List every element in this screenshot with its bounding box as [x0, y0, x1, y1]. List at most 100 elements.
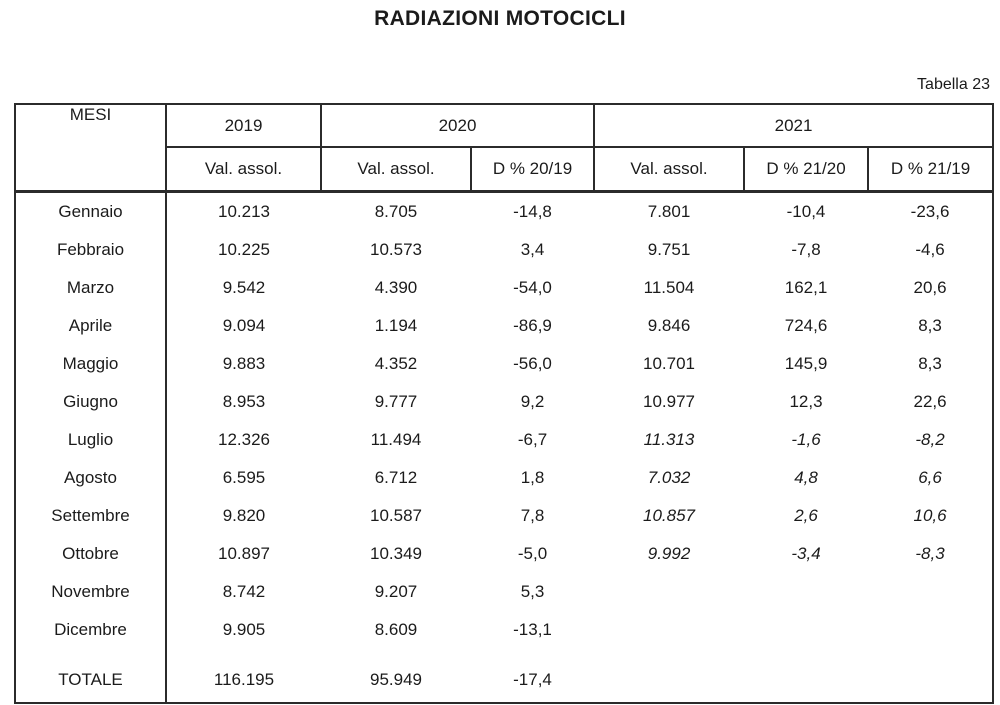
month-cell: Febbraio — [15, 231, 167, 269]
value-cell: 10.701 — [643, 354, 696, 373]
value-cell: 724,6 — [784, 316, 828, 335]
subheader-delta-21-19: D % 21/19 — [867, 147, 995, 193]
value-cell: 10.225 — [218, 240, 270, 259]
value-cell: -7,8 — [791, 240, 821, 259]
value-cell: 1.194 — [374, 316, 418, 335]
value-cell: 7,8 — [520, 506, 545, 525]
value-cell — [594, 573, 744, 611]
value-cell: 10.349 — [370, 544, 422, 563]
value-cell: 9.777 — [374, 392, 418, 411]
value-cell: 8.742 — [222, 582, 266, 601]
value-cell: 145,9 — [784, 354, 828, 373]
month-cell: Giugno — [15, 383, 167, 421]
table-row: Marzo 9.542 4.390 -54,0 11.504 162,1 20,6 — [15, 269, 993, 307]
value-cell — [594, 649, 744, 703]
value-cell: 9.820 — [222, 506, 266, 525]
table-row: Febbraio 10.225 10.573 3,4 9.751 -7,8 -4,6 — [15, 231, 993, 269]
year-header-2020: 2020 — [319, 104, 596, 148]
table-row: Ottobre 10.897 10.349 -5,0 9.992 -3,4 -8,3 — [15, 535, 993, 573]
value-cell: 6,6 — [918, 468, 942, 487]
year-header-row: MESI 2019 2020 2021 — [15, 104, 995, 193]
value-cell — [868, 573, 993, 611]
value-cell — [744, 611, 868, 649]
table-body: Gennaio 10.213 8.705 -14,8 7.801 -10,4 -23,6 Fe… — [15, 191, 993, 703]
value-cell: 10,6 — [913, 506, 947, 525]
value-cell: 10.857 — [643, 506, 696, 525]
value-cell: 22,6 — [913, 392, 947, 411]
value-cell: 10.587 — [370, 506, 422, 525]
value-cell: -1,6 — [791, 430, 821, 449]
table-row: Novembre 8.742 9.207 5,3 — [15, 573, 993, 611]
value-cell: 8.953 — [222, 392, 266, 411]
value-cell: 8,3 — [918, 354, 942, 373]
value-cell: 95.949 — [370, 670, 422, 689]
value-cell: 9.992 — [647, 544, 691, 563]
month-cell: Dicembre — [15, 611, 167, 649]
value-cell: 9.905 — [222, 620, 266, 639]
month-cell: TOTALE — [15, 649, 167, 703]
page-title: RADIAZIONI MOTOCICLI — [374, 7, 626, 30]
value-cell: 116.195 — [213, 670, 275, 689]
value-cell: 4.352 — [374, 354, 418, 373]
value-cell — [744, 573, 868, 611]
mesi-column-header: MESI — [15, 104, 167, 193]
table-row: Agosto 6.595 6.712 1,8 7.032 4,8 6,6 — [15, 459, 993, 497]
value-cell: 5,3 — [520, 582, 545, 601]
subheader-val-assol-2021: Val. assol. — [593, 147, 746, 193]
value-cell: -13,1 — [513, 620, 552, 639]
value-cell: 4.390 — [374, 278, 418, 297]
value-cell: -10,4 — [786, 202, 826, 221]
month-cell: Gennaio — [15, 191, 167, 231]
value-cell: 7.032 — [647, 468, 691, 487]
table-number-label: Tabella 23 — [917, 76, 990, 93]
table-row: Gennaio 10.213 8.705 -14,8 7.801 -10,4 -23,6 — [15, 191, 993, 231]
value-cell: -54,0 — [513, 278, 552, 297]
table-row: Settembre 9.820 10.587 7,8 10.857 2,6 10,6 — [15, 497, 993, 535]
table-row: Maggio 9.883 4.352 -56,0 10.701 145,9 8,3 — [15, 345, 993, 383]
value-cell: -8,3 — [915, 544, 945, 563]
value-cell: 20,6 — [913, 278, 947, 297]
value-cell: 6.595 — [222, 468, 266, 487]
value-cell: 9,2 — [520, 392, 545, 411]
value-cell: 1,8 — [520, 468, 545, 487]
value-cell: 9.094 — [222, 316, 266, 335]
subheader-val-assol-2019: Val. assol. — [165, 147, 322, 193]
month-cell: Settembre — [15, 497, 167, 535]
value-cell — [594, 611, 744, 649]
value-cell: 9.846 — [647, 316, 691, 335]
value-cell: 10.977 — [643, 392, 696, 411]
value-cell: -86,9 — [513, 316, 552, 335]
value-cell: 10.897 — [218, 544, 270, 563]
value-cell: 10.573 — [370, 240, 422, 259]
value-cell: 6.712 — [374, 468, 418, 487]
radiazioni-motocicli-table: MESI 2019 2020 2021 Val. assol. Val. ass… — [14, 103, 995, 704]
table-row: Dicembre 9.905 8.609 -13,1 — [15, 611, 993, 649]
table-row: Giugno 8.953 9.777 9,2 10.977 12,3 22,6 — [15, 383, 993, 421]
subheader-val-assol-2020: Val. assol. — [320, 147, 472, 193]
table-row: Aprile 9.094 1.194 -86,9 9.846 724,6 8,3 — [15, 307, 993, 345]
value-cell: -17,4 — [513, 670, 552, 689]
value-cell: -14,8 — [513, 202, 552, 221]
value-cell: 2,6 — [794, 506, 818, 525]
month-cell: Luglio — [15, 421, 167, 459]
value-cell: 11.504 — [643, 278, 695, 297]
value-cell: 162,1 — [784, 278, 828, 297]
table-row: Luglio 12.326 11.494 -6,7 11.313 -1,6 -8,2 — [15, 421, 993, 459]
value-cell: 11.494 — [370, 430, 422, 449]
subheader-delta-20-19: D % 20/19 — [469, 147, 596, 193]
value-cell: 9.751 — [647, 240, 691, 259]
value-cell: -3,4 — [791, 544, 821, 563]
subheader-row: Val. assol. Val. assol. D % 20/19 Val. a… — [15, 147, 995, 193]
value-cell: -23,6 — [910, 202, 950, 221]
value-cell — [868, 611, 993, 649]
value-cell: 9.542 — [222, 278, 266, 297]
value-cell: 7.801 — [647, 202, 691, 221]
value-cell: 8,3 — [918, 316, 942, 335]
value-cell: -8,2 — [915, 430, 945, 449]
value-cell: 8.705 — [374, 202, 418, 221]
value-cell: 12,3 — [789, 392, 823, 411]
value-cell: 9.883 — [222, 354, 266, 373]
subheader-delta-21-20: D % 21/20 — [743, 147, 870, 193]
month-cell: Agosto — [15, 459, 167, 497]
value-cell: 4,8 — [794, 468, 818, 487]
